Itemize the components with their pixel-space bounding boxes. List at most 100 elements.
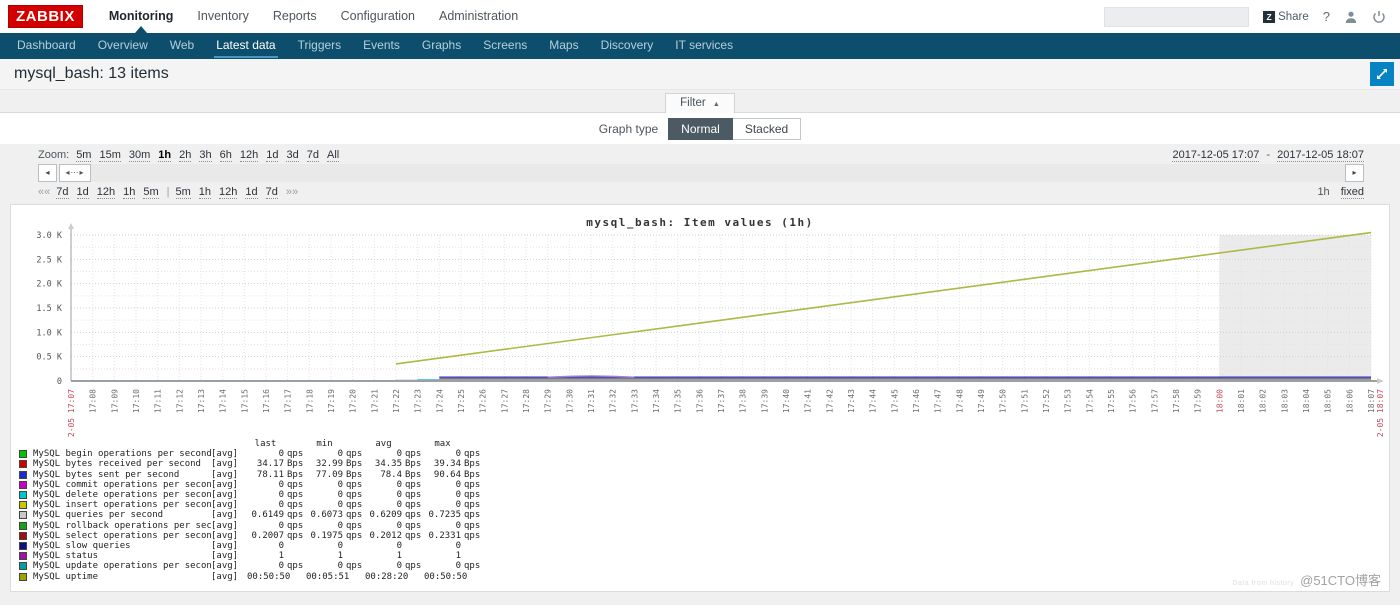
- menu-item-monitoring[interactable]: Monitoring: [97, 0, 186, 33]
- series-max-unit: qps: [464, 520, 481, 531]
- x-tick-label: 17:15: [240, 389, 249, 413]
- date-from-link[interactable]: 2017-12-05 17:07: [1172, 149, 1260, 162]
- x-tick-label: 17:27: [500, 389, 509, 413]
- subnav-item-latest-data[interactable]: Latest data: [205, 33, 286, 59]
- subnav-item-web[interactable]: Web: [169, 38, 195, 52]
- zoom-option-5m[interactable]: 5m: [76, 149, 92, 162]
- menu-item-configuration[interactable]: Configuration: [340, 9, 415, 23]
- menu-item-reports[interactable]: Reports: [272, 9, 317, 23]
- x-tick-label: 17:11: [154, 389, 163, 413]
- zoom-option-all[interactable]: All: [326, 149, 340, 162]
- scroll-track[interactable]: [91, 164, 1345, 182]
- series-name: MySQL status: [33, 551, 99, 562]
- nav-back-1d[interactable]: 1d: [76, 186, 89, 199]
- series-max-unit: qps: [464, 510, 481, 521]
- graph-type-stacked-button[interactable]: Stacked: [732, 117, 802, 140]
- x-tick-label: 17:41: [804, 389, 813, 413]
- legend-row: MySQL queries per second [avg] 0.6149 qps 0.…: [19, 510, 483, 520]
- nav-back-7d[interactable]: 7d: [56, 186, 69, 199]
- zoom-option-6h[interactable]: 6h: [219, 149, 232, 162]
- series-avg-unit: qps: [405, 520, 422, 531]
- fixed-link[interactable]: fixed: [1340, 186, 1364, 199]
- subnav-item-events[interactable]: Events: [363, 38, 400, 52]
- series-color-swatch: [19, 541, 27, 550]
- series-avg-unit: qps: [405, 510, 422, 521]
- graph-type-normal-button[interactable]: Normal: [668, 117, 733, 140]
- series-last-value: 34.17: [256, 459, 284, 470]
- series-min-unit: qps: [346, 530, 363, 541]
- nav-back-arrows: ««: [38, 186, 51, 198]
- x-tick-label: 18:03: [1280, 389, 1289, 413]
- nav-fwd-1d[interactable]: 1d: [245, 186, 258, 199]
- zoom-option-1h[interactable]: 1h: [158, 149, 172, 162]
- subnav-item-screens[interactable]: Screens: [483, 38, 528, 52]
- main-nav: Monitoring Inventory Reports Configuration A…: [97, 0, 530, 33]
- y-tick-label: 1.0 K: [36, 328, 62, 338]
- series-min-unit: Bps: [346, 459, 363, 470]
- series-avg-value: 78.4: [380, 469, 402, 480]
- zoom-links: 5m 15m 30m 1h 2h 3h 6h 12h 1d 3d 7d All: [76, 149, 347, 162]
- x-tick-label: 18:07: [1367, 389, 1376, 413]
- scroll-handle[interactable]: ◂⋯▸: [59, 164, 91, 182]
- filter-tab[interactable]: Filter ▲: [665, 93, 735, 113]
- title-bar: mysql_bash: 13 items: [0, 59, 1400, 90]
- scroll-left-button[interactable]: ◂: [38, 164, 57, 182]
- fullscreen-button[interactable]: [1370, 62, 1394, 86]
- share-button[interactable]: Z Share: [1263, 10, 1309, 23]
- x-tick-label: 18:06: [1345, 389, 1354, 413]
- nav-fwd-12h[interactable]: 12h: [219, 186, 238, 199]
- series-avg-value: 0: [396, 500, 402, 511]
- menu-item-inventory[interactable]: Inventory: [197, 9, 249, 23]
- subnav-item-maps[interactable]: Maps: [549, 38, 579, 52]
- subnav-item-triggers[interactable]: Triggers: [297, 38, 342, 52]
- series-last-unit: qps: [287, 449, 304, 460]
- zoom-option-12h[interactable]: 12h: [239, 149, 259, 162]
- search-box[interactable]: [1104, 6, 1256, 27]
- x-tick-label: 17:24: [435, 389, 444, 413]
- series-max-unit: Bps: [464, 459, 481, 470]
- nav-fwd-7d[interactable]: 7d: [265, 186, 278, 199]
- nav-back-5m[interactable]: 5m: [143, 186, 159, 199]
- x-tick-label: 17:39: [760, 389, 769, 413]
- zoom-option-3h[interactable]: 3h: [199, 149, 212, 162]
- subnav-item-it-services[interactable]: IT services: [675, 38, 734, 52]
- legend-row: MySQL insert operations per second [avg] 0…: [19, 500, 483, 510]
- zoom-option-7d[interactable]: 7d: [306, 149, 319, 162]
- x-tick-label: 17:16: [262, 389, 271, 413]
- x-tick-label: 17:43: [847, 389, 856, 413]
- watermark-wrap: Data from history @51CTO博客: [1232, 570, 1381, 589]
- series-last-value: 0: [278, 490, 284, 501]
- zoom-option-1d[interactable]: 1d: [266, 149, 279, 162]
- logout-button[interactable]: [1372, 10, 1386, 24]
- series-last-unit: Bps: [287, 459, 304, 470]
- subnav-item-graphs[interactable]: Graphs: [421, 38, 462, 52]
- nav-back-12h[interactable]: 12h: [96, 186, 116, 199]
- legend-row: MySQL bytes sent per second [avg] 78.11 Bps…: [19, 470, 483, 480]
- legend-row: MySQL commit operations per second [avg] 0…: [19, 480, 483, 490]
- fixed-wrap: 1h fixed: [1317, 186, 1364, 199]
- nav-fwd-1h[interactable]: 1h: [198, 186, 212, 199]
- series-max-value: 90.64: [433, 469, 461, 480]
- series-avg-unit: qps: [405, 479, 422, 490]
- x-tick-label: 17:22: [392, 389, 401, 413]
- help-button[interactable]: ?: [1322, 9, 1330, 24]
- subnav-item-overview[interactable]: Overview: [97, 38, 148, 52]
- zabbix-logo[interactable]: ZABBIX: [8, 5, 83, 28]
- zoom-option-30m[interactable]: 30m: [128, 149, 151, 162]
- nav-back-1h[interactable]: 1h: [123, 186, 136, 199]
- zoom-option-2h[interactable]: 2h: [179, 149, 192, 162]
- profile-button[interactable]: [1344, 10, 1358, 24]
- series-min-unit: qps: [346, 490, 363, 501]
- nav-fwd-5m[interactable]: 5m: [175, 186, 191, 199]
- search-input[interactable]: [1105, 7, 1256, 26]
- series-avg-unit: Bps: [405, 469, 422, 480]
- zoom-option-3d[interactable]: 3d: [286, 149, 299, 162]
- series-min-unit: qps: [346, 561, 363, 572]
- zoom-option-15m[interactable]: 15m: [99, 149, 121, 162]
- menu-item-administration[interactable]: Administration: [438, 9, 519, 23]
- scroll-right-button[interactable]: ▸: [1345, 164, 1364, 182]
- x-tick-label: 18:01: [1237, 389, 1246, 413]
- date-to-link[interactable]: 2017-12-05 18:07: [1277, 149, 1364, 162]
- subnav-item-discovery[interactable]: Discovery: [600, 38, 654, 52]
- subnav-item-dashboard[interactable]: Dashboard: [17, 38, 76, 52]
